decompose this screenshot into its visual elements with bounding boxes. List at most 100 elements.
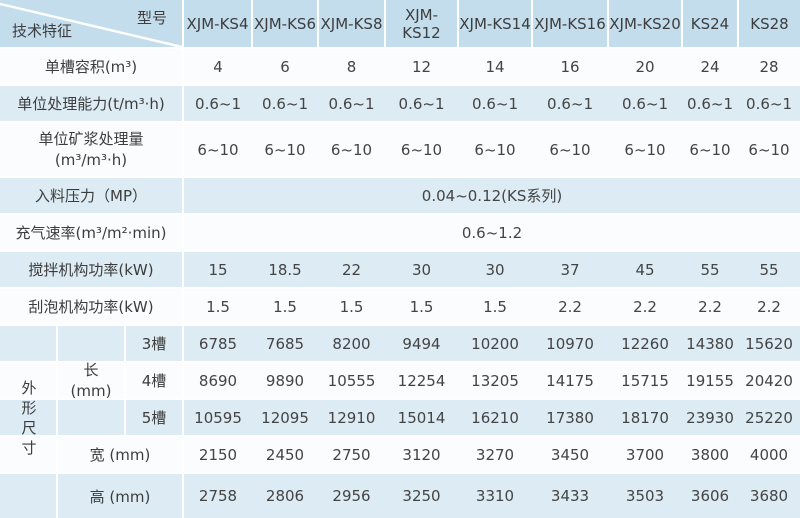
span-value-cell: 0.6~1.2 [182,213,800,251]
value-cell: 10595 [182,398,253,436]
value-cell: 23930 [682,398,739,436]
value-cell: 0.6~1 [385,84,459,122]
value-cell: 24 [682,47,739,85]
value-cell: 0.6~1 [738,84,800,122]
value-cell: 6~10 [532,121,609,177]
row-label: 单槽容积(m³) [0,47,184,85]
value-cell: 22 [318,250,386,288]
value-cell: 0.6~1 [318,84,386,122]
corner-feature-label: 技术特征 [12,22,73,40]
row-label: 刮泡机构功率(kW) [0,287,184,325]
row-slurry-throughput: 单位矿浆处理量 (m³/m³·h) 6~10 6~10 6~10 6~10 6~… [0,121,800,177]
value-cell: 2758 [182,472,253,518]
value-cell: 1.5 [252,287,319,325]
value-cell: 3450 [532,435,609,473]
value-cell: 55 [738,250,800,288]
model-header-xjm-ks8: XJM-KS8 [317,0,386,48]
row-aeration-rate: 充气速率(m³/m²·min) 0.6~1.2 [0,213,800,251]
value-cell: 3310 [458,472,533,518]
row-height: 高 (mm) 2758 2806 2956 3250 3310 3433 350… [0,472,800,518]
value-cell: 19155 [682,361,739,399]
model-header-ks28: KS28 [737,0,800,48]
value-cell: 14175 [532,361,609,399]
value-cell: 10200 [458,324,533,362]
row-length-3-tank: 外形尺寸 长 (mm) 3槽 6785 7685 8200 9494 10200… [0,324,800,518]
value-cell: 16 [532,47,609,85]
header-row: 型号 技术特征 XJM-KS4 XJM-KS6 XJM-KS8 XJM-KS12… [0,0,800,48]
value-cell: 10970 [532,324,609,362]
value-cell: 14 [458,47,533,85]
diagonal-divider-line [0,2,183,47]
value-cell: 2.2 [532,287,609,325]
value-cell: 0.6~1 [458,84,533,122]
value-cell: 25220 [738,398,800,436]
value-cell: 12254 [385,361,459,399]
value-cell: 28 [738,47,800,85]
row-label: 单位处理能力(t/m³·h) [0,84,184,122]
row-agitator-power: 搅拌机构功率(kW) 15 18.5 22 30 30 37 45 55 55 [0,250,800,288]
model-header-xjm-ks16: XJM-KS16 [531,0,609,48]
value-cell: 6~10 [318,121,386,177]
tank-count-label: 4槽 [123,361,184,399]
value-cell: 10555 [318,361,386,399]
value-cell: 7685 [252,324,319,362]
value-cell: 0.6~1 [532,84,609,122]
value-cell: 6~10 [738,121,800,177]
value-cell: 3700 [608,435,683,473]
span-value-cell: 0.04~0.12(KS系列) [182,176,800,214]
row-feed-pressure: 入料压力（MP） 0.04~0.12(KS系列) [0,176,800,214]
row-label: 宽 (mm) [55,435,184,473]
value-cell: 3270 [458,435,533,473]
value-cell: 6~10 [252,121,319,177]
value-cell: 37 [532,250,609,288]
tank-count-label: 5槽 [123,398,184,436]
value-cell: 1.5 [385,287,459,325]
value-cell: 4000 [738,435,800,473]
value-cell: 55 [682,250,739,288]
value-cell: 15620 [738,324,800,362]
value-cell: 15715 [608,361,683,399]
row-scraper-power: 刮泡机构功率(kW) 1.5 1.5 1.5 1.5 1.5 2.2 2.2 2… [0,287,800,325]
value-cell: 16210 [458,398,533,436]
value-cell: 0.6~1 [608,84,683,122]
tank-count-label: 3槽 [123,324,184,362]
row-unit-capacity: 单位处理能力(t/m³·h) 0.6~1 0.6~1 0.6~1 0.6~1 0… [0,84,800,122]
value-cell: 3433 [532,472,609,518]
value-cell: 18170 [608,398,683,436]
value-cell: 12260 [608,324,683,362]
value-cell: 13205 [458,361,533,399]
value-cell: 6 [252,47,319,85]
value-cell: 3606 [682,472,739,518]
value-cell: 15014 [385,398,459,436]
value-cell: 12095 [252,398,319,436]
value-cell: 2450 [252,435,319,473]
value-cell: 9494 [385,324,459,362]
value-cell: 6~10 [682,121,739,177]
value-cell: 1.5 [318,287,386,325]
model-header-xjm-ks6: XJM-KS6 [251,0,319,48]
value-cell: 3120 [385,435,459,473]
row-label: 入料压力（MP） [0,176,184,214]
model-header-xjm-ks4: XJM-KS4 [182,0,253,48]
value-cell: 45 [608,250,683,288]
value-cell: 2.2 [682,287,739,325]
value-cell: 6785 [182,324,253,362]
row-label: 充气速率(m³/m²·min) [0,213,184,251]
value-cell: 6~10 [458,121,533,177]
value-cell: 20 [608,47,683,85]
value-cell: 1.5 [182,287,253,325]
value-cell: 3503 [608,472,683,518]
corner-model-label: 型号 [137,9,168,27]
row-tank-volume: 单槽容积(m³) 4 6 8 12 14 16 20 24 28 [0,47,800,85]
value-cell: 12910 [318,398,386,436]
value-cell: 15 [182,250,253,288]
value-cell: 30 [458,250,533,288]
value-cell: 2806 [252,472,319,518]
value-cell: 6~10 [608,121,683,177]
value-cell: 2.2 [608,287,683,325]
value-cell: 18.5 [252,250,319,288]
value-cell: 8 [318,47,386,85]
value-cell: 14380 [682,324,739,362]
row-length-4-tank: 4槽 8690 9890 10555 12254 13205 14175 157… [0,361,800,399]
